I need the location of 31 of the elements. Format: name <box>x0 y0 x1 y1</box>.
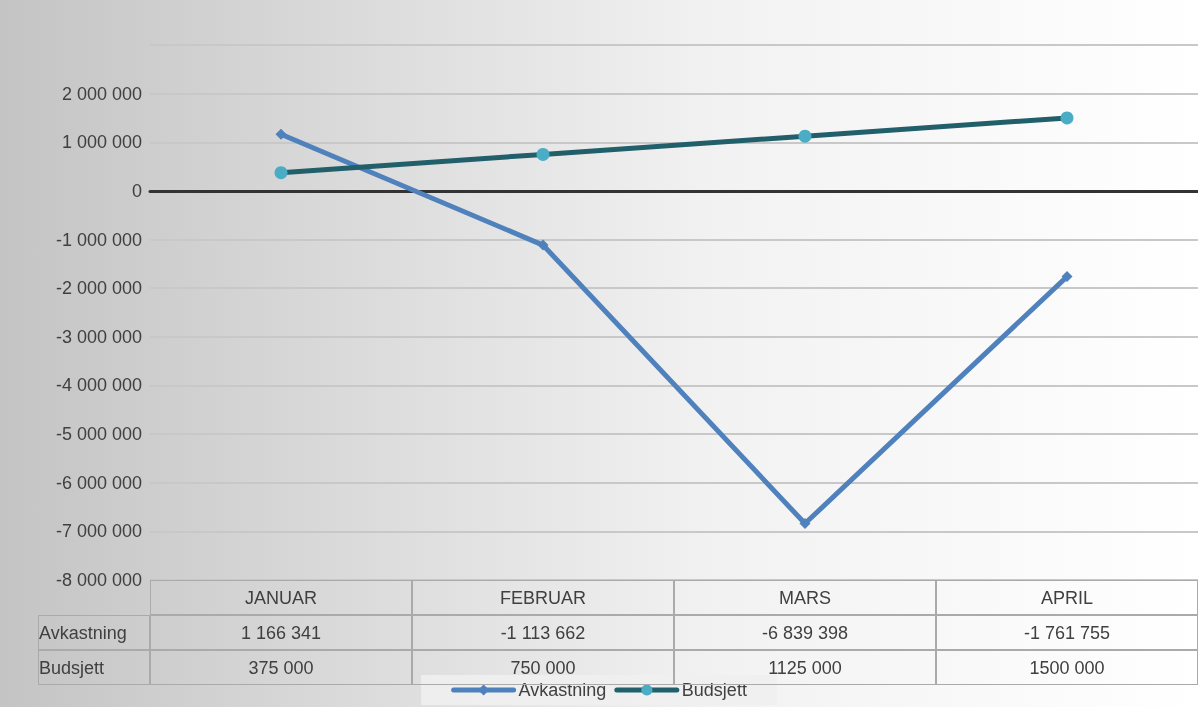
y-tick-label: -1 000 000 <box>55 229 142 250</box>
y-tick-label: -8 000 000 <box>55 570 142 590</box>
data-label: 750 000 <box>510 658 576 678</box>
y-tick-label: 1 000 000 <box>61 132 142 153</box>
point <box>537 239 549 251</box>
y-tick-label: -4 000 000 <box>55 375 142 396</box>
data-label: 1 166 341 <box>150 615 412 650</box>
point <box>1061 271 1073 283</box>
data-label: -1 761 755 <box>936 615 1198 650</box>
y-tick-label: 0 <box>131 180 142 201</box>
point <box>275 128 287 140</box>
legend-label: Budsjett <box>681 680 747 700</box>
x-tick-label: FEBRUAR <box>412 580 674 615</box>
data-label: 1500 000 <box>936 650 1198 685</box>
data-label: -6 839 398 <box>674 615 936 650</box>
data-label: 375 000 <box>150 650 412 685</box>
y-tick-label: -2 000 000 <box>55 278 142 299</box>
data-label: -1 113 662 <box>412 615 674 650</box>
y-tick-label: -3 000 000 <box>55 326 142 347</box>
legend-label: Avkastning <box>518 680 607 700</box>
y-tick-label: 2 000 000 <box>61 83 142 104</box>
point <box>799 518 811 530</box>
x-tick-label: APRIL <box>936 580 1198 615</box>
text: Avkastning <box>39 623 127 643</box>
text: Budsjett <box>39 658 105 678</box>
y-tick-label: -6 000 000 <box>55 472 142 493</box>
data-label: 1125 000 <box>768 658 842 678</box>
x-tick-label: MARS <box>674 580 936 615</box>
y-tick-label: -5 000 000 <box>55 424 142 445</box>
x-tick-label: JANUAR <box>150 580 412 615</box>
y-tick-label: -7 000 000 <box>55 521 142 542</box>
